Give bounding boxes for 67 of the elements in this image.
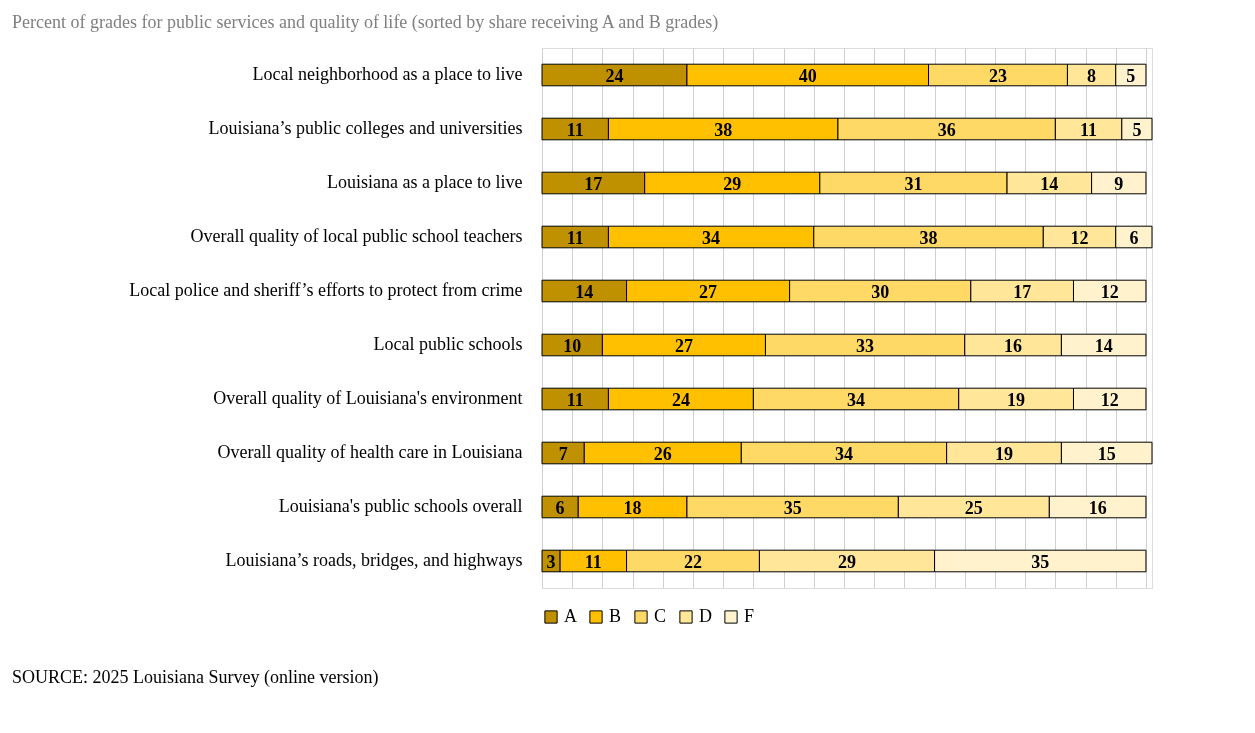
- data-label: 29: [838, 552, 856, 572]
- data-label: 10: [563, 336, 582, 356]
- y-tick-label: Louisiana's public schools overall: [278, 496, 523, 516]
- data-label: 14: [1040, 174, 1059, 194]
- data-label: 38: [919, 228, 938, 248]
- data-label: 11: [584, 552, 602, 572]
- data-label: 26: [653, 444, 672, 464]
- data-label: 11: [566, 120, 584, 140]
- data-label: 5: [1126, 66, 1136, 86]
- source-note: SOURCE: 2025 Louisiana Survey (online version): [12, 667, 379, 688]
- data-label: 5: [1132, 120, 1142, 140]
- data-label: 27: [699, 282, 718, 302]
- data-label: 31: [904, 174, 923, 194]
- data-label: 11: [566, 390, 584, 410]
- data-label: 27: [674, 336, 693, 356]
- data-label: 38: [714, 120, 733, 140]
- data-label: 34: [702, 228, 721, 248]
- data-label: 24: [605, 66, 624, 86]
- y-tick-label: Overall quality of local public school teachers: [190, 226, 523, 246]
- data-label: 35: [1031, 552, 1050, 572]
- data-label: 9: [1114, 174, 1124, 194]
- data-label: 18: [623, 498, 642, 518]
- data-label: 36: [937, 120, 956, 140]
- data-label: 17: [584, 174, 603, 194]
- legend-label: B: [609, 606, 622, 626]
- y-tick-label: Local public schools: [373, 334, 523, 354]
- data-label: 17: [1013, 282, 1032, 302]
- data-label: 34: [847, 390, 866, 410]
- data-label: 24: [671, 390, 690, 410]
- data-label: 14: [575, 282, 594, 302]
- data-label: 34: [834, 444, 853, 464]
- y-tick-label: Louisiana as a place to live: [327, 172, 523, 192]
- data-label: 29: [723, 174, 742, 194]
- data-label: 3: [546, 552, 556, 572]
- y-tick-label: Overall quality of health care in Louisiana: [217, 442, 523, 462]
- data-label: 25: [964, 498, 983, 518]
- data-label: 6: [555, 498, 565, 518]
- data-label: 11: [566, 228, 584, 248]
- data-label: 14: [1094, 336, 1113, 356]
- y-tick-label: Louisiana’s public colleges and universities: [208, 118, 523, 138]
- y-tick-label: Local neighborhood as a place to live: [252, 64, 523, 84]
- legend-label: D: [699, 606, 712, 626]
- data-label: 8: [1087, 66, 1097, 86]
- y-tick-label: Louisiana’s roads, bridges, and highways: [225, 550, 523, 570]
- legend-label: A: [564, 606, 577, 626]
- data-label: 35: [783, 498, 802, 518]
- data-label: 16: [1088, 498, 1107, 518]
- y-tick-label: Local police and sheriff’s efforts to protect from crime: [129, 280, 523, 300]
- data-label: 12: [1100, 282, 1119, 302]
- data-label: 12: [1070, 228, 1089, 248]
- data-label: 40: [798, 66, 817, 86]
- y-tick-label: Overall quality of Louisiana's environment: [213, 388, 523, 408]
- data-label: 12: [1100, 390, 1119, 410]
- data-label: 19: [1007, 390, 1026, 410]
- legend-label: C: [654, 606, 667, 626]
- text: Percent of grades for public services and quality of life (sorted by share receiving A and B grades): [12, 12, 719, 33]
- data-label: 30: [871, 282, 890, 302]
- data-label: 23: [988, 66, 1007, 86]
- data-label: 15: [1097, 444, 1116, 464]
- data-label: 19: [995, 444, 1014, 464]
- data-label: 6: [1129, 228, 1139, 248]
- data-label: 7: [558, 444, 568, 464]
- data-label: 22: [683, 552, 702, 572]
- data-label: 11: [1080, 120, 1098, 140]
- legend-label: F: [744, 606, 755, 626]
- data-label: 33: [856, 336, 875, 356]
- data-label: 16: [1004, 336, 1023, 356]
